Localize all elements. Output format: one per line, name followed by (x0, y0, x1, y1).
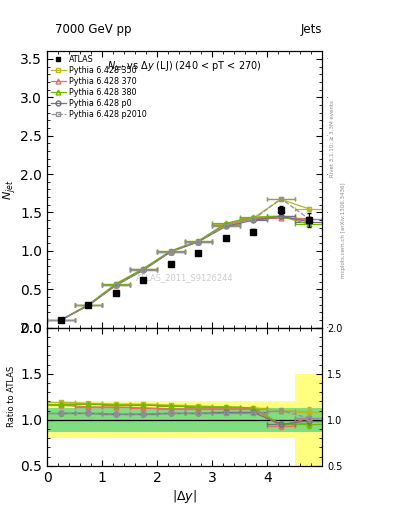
Text: 7000 GeV pp: 7000 GeV pp (55, 23, 132, 36)
Legend: ATLAS, Pythia 6.428 350, Pythia 6.428 370, Pythia 6.428 380, Pythia 6.428 p0, Py: ATLAS, Pythia 6.428 350, Pythia 6.428 37… (50, 54, 148, 121)
Y-axis label: $\bar{N}_{jet}$: $\bar{N}_{jet}$ (0, 179, 18, 200)
Text: Jets: Jets (301, 23, 322, 36)
X-axis label: $|\Delta y|$: $|\Delta y|$ (172, 487, 197, 504)
Text: mcplots.cern.ch [arXiv:1306.3436]: mcplots.cern.ch [arXiv:1306.3436] (342, 183, 346, 278)
Text: $N_{jet}$ vs $\Delta y$ (LJ) (240 < pT < 270): $N_{jet}$ vs $\Delta y$ (LJ) (240 < pT <… (107, 59, 262, 74)
Text: ATLAS_2011_S9126244: ATLAS_2011_S9126244 (136, 273, 233, 283)
Text: Rivet 3.1.10; ≥ 3.3M events: Rivet 3.1.10; ≥ 3.3M events (330, 100, 334, 177)
Y-axis label: Ratio to ATLAS: Ratio to ATLAS (7, 366, 16, 428)
